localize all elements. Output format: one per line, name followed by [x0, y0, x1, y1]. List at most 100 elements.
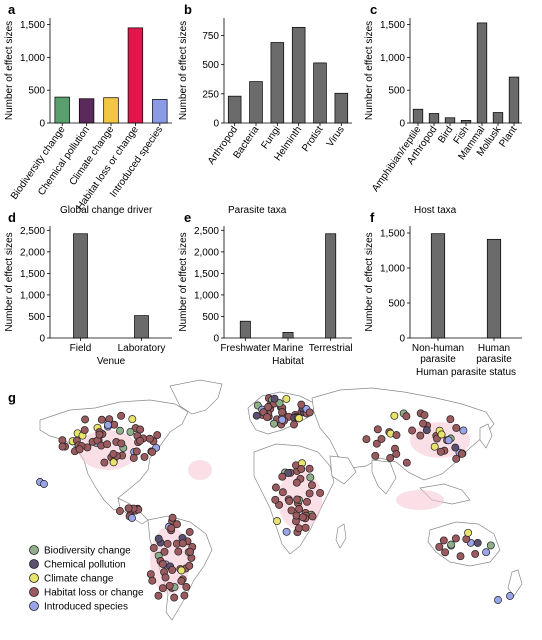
study-point [416, 431, 425, 440]
study-point [132, 447, 141, 456]
bar-helminth [291, 26, 306, 124]
legend-label: Biodiversity change [44, 546, 131, 557]
study-point [295, 414, 303, 423]
y-tick-label: 250 [202, 89, 219, 100]
x-axis-label: Habitat [272, 356, 304, 367]
study-point [297, 400, 306, 409]
study-point [306, 473, 315, 482]
study-point [290, 420, 298, 429]
study-point [178, 539, 187, 548]
study-point [163, 539, 172, 548]
study-point [167, 524, 176, 533]
bar-fish [460, 120, 472, 124]
y-tick-label: 0 [39, 119, 45, 130]
y-tick-label: 1,000 [380, 264, 405, 275]
legend-marker [29, 601, 39, 611]
study-point [269, 419, 278, 428]
study-point [273, 517, 281, 526]
study-point [263, 413, 272, 422]
study-point [116, 426, 124, 435]
study-point [160, 547, 169, 556]
bar-introduced-species [152, 99, 168, 124]
study-point [97, 415, 106, 424]
panel-label-e: e [184, 210, 191, 225]
map-legend: Biodiversity change Chemical pollution Cli… [29, 545, 144, 613]
study-point [422, 426, 431, 435]
study-point [124, 504, 133, 513]
bar-chemical-pollution [78, 98, 95, 124]
study-point [154, 591, 163, 600]
x-tick-label: Protist [300, 124, 325, 154]
study-point [452, 423, 461, 432]
study-point [506, 592, 514, 600]
study-point [287, 506, 296, 515]
study-point [149, 544, 158, 552]
x-tick-label: Arthropod [206, 124, 240, 166]
x-tick-label-line: Human [478, 343, 510, 354]
study-point [186, 547, 195, 556]
study-point [371, 451, 380, 460]
x-tick-label: Virus [325, 124, 347, 149]
panel-b: b 0 250 500 750 Number of effect sizes Arthrop… [178, 2, 352, 216]
study-point [439, 536, 448, 545]
study-point [136, 436, 144, 445]
panel-label-f: f [370, 210, 375, 225]
y-axis-label: Number of effect sizes [4, 232, 15, 331]
study-point [81, 415, 90, 424]
study-point [292, 478, 301, 487]
group-caption: Parasite taxa [228, 205, 287, 216]
study-point [109, 450, 118, 458]
x-tick-label: Field [70, 343, 92, 354]
bar-arthropod [227, 95, 242, 124]
study-point [457, 449, 466, 458]
study-point [170, 593, 179, 602]
y-tick-label: 500 [28, 312, 45, 323]
study-point [278, 408, 286, 417]
x-tick-label: Freshwater [220, 343, 271, 354]
y-tick-label: 1,000 [20, 290, 45, 301]
bar-human-parasite [486, 238, 502, 339]
study-point [278, 415, 287, 424]
study-point [362, 435, 371, 444]
study-point [402, 412, 411, 421]
y-tick-label: 1,500 [380, 20, 405, 31]
study-point [173, 520, 181, 529]
study-point [182, 582, 191, 591]
bar-biodiversity-change [54, 96, 70, 124]
bar-plant [508, 76, 520, 124]
study-point [402, 458, 411, 467]
study-point [464, 528, 473, 537]
bar-habitat-loss-or-change [127, 27, 144, 124]
study-point [117, 439, 126, 448]
y-tick-label: 0 [399, 119, 405, 130]
study-point [185, 528, 194, 536]
study-point [129, 454, 138, 462]
bar-terrestrial [325, 233, 337, 339]
study-point [430, 442, 439, 451]
y-tick-label: 2,500 [20, 226, 45, 237]
study-point [441, 548, 450, 557]
study-point [436, 447, 445, 456]
group-caption: Global change driver [60, 205, 153, 216]
y-tick-label: 500 [202, 60, 219, 71]
legend-label: Habitat loss or change [44, 588, 144, 599]
panel-f: f 0 500 1,000 1,500 Number of effect sizes Non… [364, 210, 522, 378]
legend-marker [29, 573, 39, 583]
habitat-shading [396, 490, 444, 510]
bar-bird [444, 117, 456, 124]
y-tick-label: 1,500 [20, 20, 45, 31]
panel-e: e 0 500 1,000 1,500 2,000 2,500 Number of effec… [178, 210, 353, 367]
y-tick-label: 1,500 [194, 269, 219, 280]
study-point [271, 483, 280, 492]
bar-mollusk [492, 112, 504, 124]
study-point [252, 411, 261, 420]
study-point [420, 411, 429, 420]
study-point [392, 431, 401, 440]
bar-amphibian-reptile [412, 108, 424, 124]
study-point [451, 534, 460, 543]
study-point [100, 458, 109, 467]
bar-field [73, 233, 88, 339]
y-tick-label: 0 [399, 334, 405, 345]
